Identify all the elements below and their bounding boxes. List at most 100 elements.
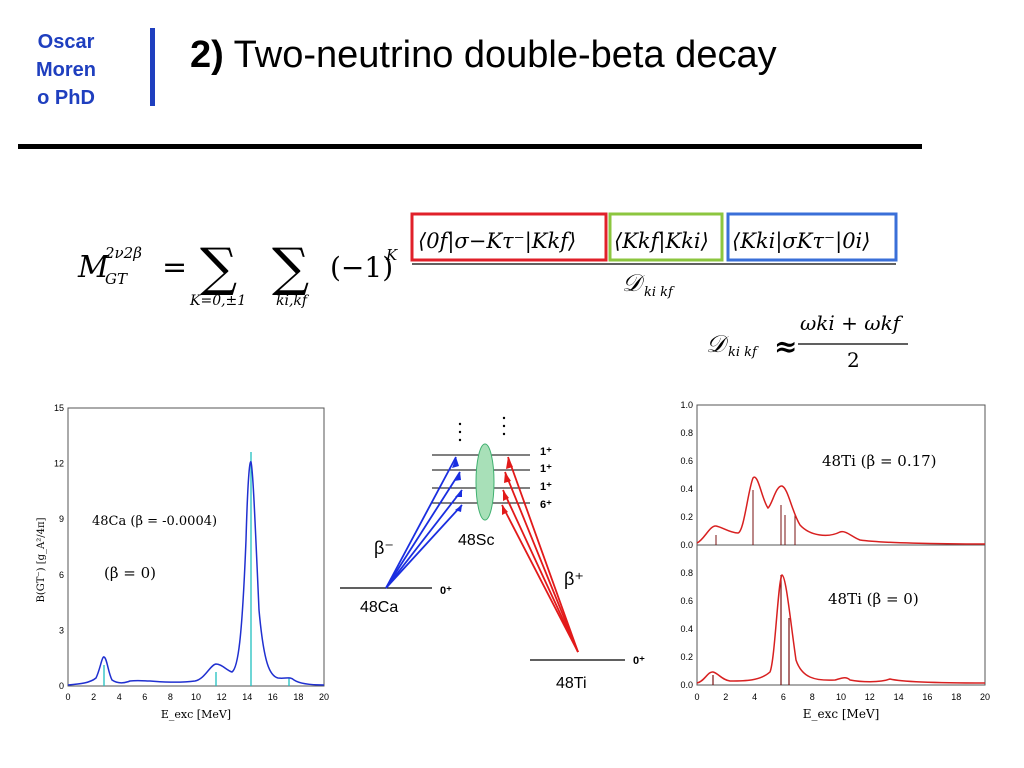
header-rule: [18, 144, 922, 149]
blue-box: [726, 212, 898, 262]
level-diagram: 1⁺ 1⁺ 1⁺ 6⁺ 0⁺ 0⁺ β⁻ β⁺ 48Sc 48Ca 48Ti: [340, 416, 645, 692]
right-bottom-label: 48Ti (β = 0): [828, 590, 919, 608]
formula-lhs-sup: 2ν2β: [104, 244, 142, 262]
approx-numerator: ωki + ωkf: [800, 311, 904, 335]
right-xtick-7: 14: [894, 692, 904, 702]
right-bottom-ytick-4: 0.8: [680, 568, 693, 578]
right-bottom-ytick-2: 0.4: [680, 624, 693, 634]
right-top-ytick-3: 0.6: [680, 456, 693, 466]
right-xtick-10: 20: [980, 692, 990, 702]
sum-symbol-2: ∑: [272, 238, 309, 298]
left-ytick-5: 15: [54, 403, 64, 413]
left-xtick-7: 14: [242, 692, 252, 702]
left-y-ticks: 0 3 6 9 12 15: [54, 403, 64, 691]
left-xtick-2: 4: [117, 692, 122, 702]
left-plot-sticks: [103, 452, 290, 686]
left-x-ticks: 0 2 4 6 8 10 12 14 16 18 20: [65, 692, 329, 702]
author-label: Oscar Moren o PhD: [36, 31, 96, 109]
right-xtick-1: 2: [723, 692, 728, 702]
left-ylabel: B(GT⁻) [g_A²/4π]: [36, 517, 47, 602]
right-top-frame: [696, 404, 986, 546]
right-xtick-5: 10: [836, 692, 846, 702]
formula-lhs: M: [77, 250, 110, 285]
formula: M 2ν2β GT = ∑ K=0,±1 ∑ ki,kf (−1) K ⟨0f|…: [77, 212, 908, 372]
right-bottom-frame: [696, 544, 986, 686]
left-xtick-8: 16: [268, 692, 278, 702]
left-plot-curve: [67, 461, 325, 686]
approx-lhs-sub: ki kf: [728, 345, 759, 360]
ti-spin: 0⁺: [633, 655, 645, 667]
left-label-nucleus: 48Ca (β = -0.0004): [92, 514, 217, 529]
red-box-term: ⟨0f|σ−Kτ⁻|Kkf⟩: [418, 229, 576, 254]
green-box: [608, 212, 724, 262]
sign-exponent: K: [385, 246, 398, 264]
right-bottom-ytick-1: 0.2: [680, 652, 693, 662]
right-top-ytick-2: 0.4: [680, 484, 693, 494]
left-ytick-0: 0: [59, 681, 64, 691]
left-xtick-9: 18: [293, 692, 303, 702]
right-top-ytick-5: 1.0: [680, 400, 693, 410]
right-top-ytick-1: 0.2: [680, 512, 693, 522]
svg-text:6⁺: 6⁺: [540, 499, 552, 511]
ca-label: 48Ca: [360, 599, 398, 616]
left-xtick-5: 10: [191, 692, 201, 702]
beta-minus-label: β⁻: [374, 538, 394, 558]
approx-denominator: 2: [847, 348, 860, 372]
title-number: 2): [190, 34, 224, 76]
formula-lhs-sub: GT: [105, 270, 128, 288]
left-ytick-2: 6: [59, 570, 64, 580]
left-plot: 0 3 6 9 12 15 0 2 4 6 8 10 12 14 16 18 20 B(GT⁻) [g_A²/…: [36, 403, 329, 721]
beta-minus-arrows: [385, 456, 463, 589]
left-xtick-10: 20: [319, 692, 329, 702]
left-xtick-0: 0: [65, 692, 70, 702]
left-ytick-1: 3: [59, 625, 64, 635]
blue-box-term: ⟨Kki|σKτ⁻|0i⟩: [732, 229, 870, 254]
right-bottom-ytick-0: 0.0: [680, 680, 693, 690]
left-plot-frame: [67, 407, 325, 687]
right-xtick-6: 12: [865, 692, 875, 702]
right-bottom-y-ticks: 0.0 0.2 0.4 0.6 0.8: [680, 568, 693, 690]
svg-text:1⁺: 1⁺: [540, 481, 552, 493]
right-top-ytick-0: 0.0: [680, 540, 693, 550]
right-xtick-9: 18: [951, 692, 961, 702]
denominator: 𝒟: [622, 269, 646, 297]
left-xtick-3: 6: [142, 692, 147, 702]
title-divider: [150, 28, 155, 106]
right-plots: 0.0 0.2 0.4 0.6 0.8 1.0 0.0 0.2 0.4 0.6 0.8 0 2 4 6 8…: [680, 400, 990, 721]
beta-plus-label: β⁺: [564, 569, 584, 589]
right-top-ytick-4: 0.8: [680, 428, 693, 438]
red-box: [410, 212, 608, 262]
sc-level-labels: 1⁺ 1⁺ 1⁺ 6⁺: [540, 446, 552, 511]
right-top-label: 48Ti (β = 0.17): [822, 452, 937, 470]
ca-spin: 0⁺: [440, 585, 452, 597]
right-xtick-4: 8: [810, 692, 815, 702]
svg-text:1⁺: 1⁺: [540, 446, 552, 458]
right-bottom-curve: [696, 574, 986, 684]
right-xtick-0: 0: [694, 692, 699, 702]
right-top-sticks: [715, 490, 796, 545]
green-box-term: ⟨Kkf|Kki⟩: [614, 229, 709, 254]
right-xtick-3: 6: [781, 692, 786, 702]
right-xlabel: E_exc [MeV]: [803, 707, 880, 721]
left-ytick-4: 12: [54, 459, 64, 469]
left-xlabel: E_exc [MeV]: [161, 708, 231, 721]
dots-left: [458, 416, 506, 442]
beta-minus-heads: [452, 457, 462, 512]
slide-title: 2) Two-neutrino double-beta decay: [190, 34, 777, 77]
approx-sign: ≈: [774, 330, 797, 363]
ti-label: 48Ti: [556, 675, 587, 692]
right-top-curve: [696, 476, 986, 545]
right-xtick-8: 16: [922, 692, 932, 702]
left-xtick-4: 8: [168, 692, 173, 702]
right-x-ticks: 0 2 4 6 8 10 12 14 16 18 20: [694, 692, 990, 702]
right-bottom-sticks: [712, 575, 790, 685]
right-top-y-ticks: 0.0 0.2 0.4 0.6 0.8 1.0: [680, 400, 693, 550]
right-bottom-ytick-3: 0.6: [680, 596, 693, 606]
denominator-sub: ki kf: [644, 285, 675, 300]
beta-plus-arrows: [501, 456, 579, 653]
sum-sub-2: ki,kf: [276, 293, 310, 309]
svg-text:1⁺: 1⁺: [540, 463, 552, 475]
left-xtick-6: 12: [217, 692, 227, 702]
left-ytick-3: 9: [59, 514, 64, 524]
